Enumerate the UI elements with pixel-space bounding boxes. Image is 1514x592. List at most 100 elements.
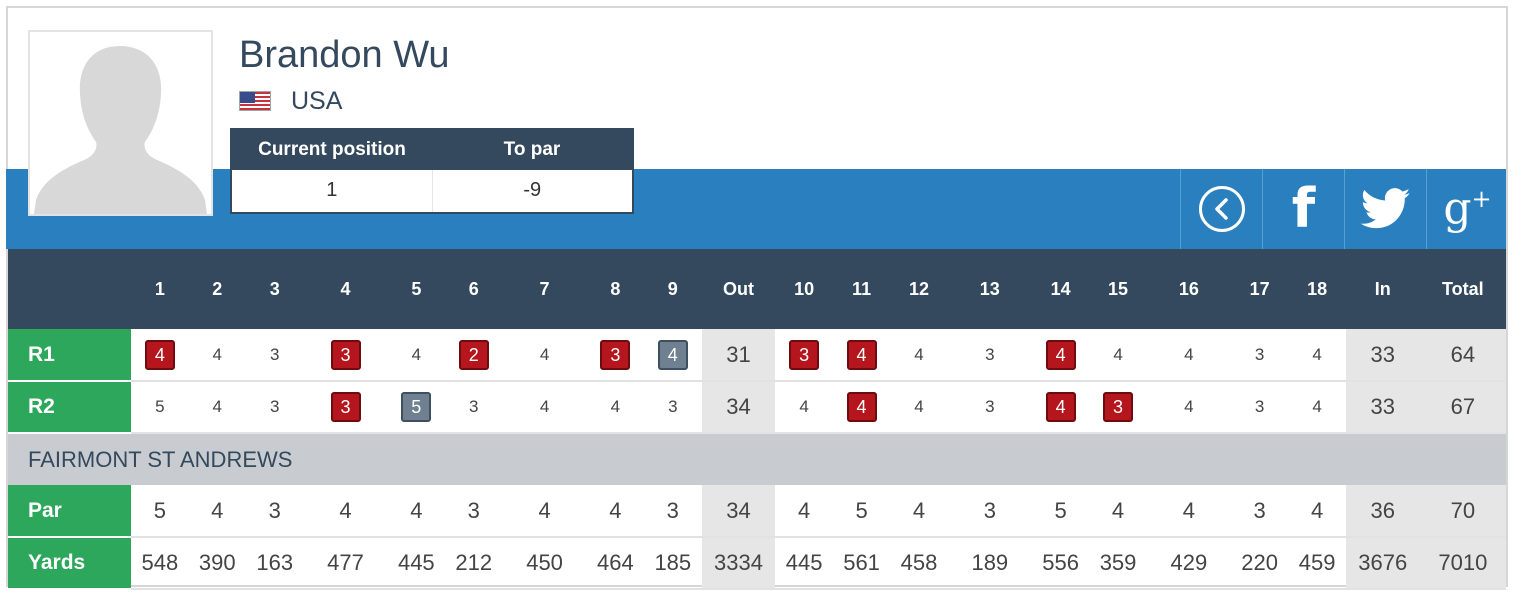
twitter-icon [1360,188,1410,229]
hole-score-cell: 4 [502,381,587,434]
person-silhouette-icon [30,32,211,214]
course-row: FAIRMONT ST ANDREWS [8,433,1506,485]
hole-score-cell: 4 [890,329,948,382]
hole-score-cell: 4 [1031,329,1090,382]
hole-header-cell: 13 [947,249,1032,329]
par-value-cell: 4 [188,485,247,538]
par-value-cell: 5 [1031,485,1090,538]
par-value-cell: 4 [387,485,446,538]
round-total-cell: 31 [701,329,776,382]
twitter-share-button[interactable] [1344,169,1426,249]
par-value-cell: 4 [1089,485,1147,538]
birdie-score-badge: 2 [458,339,489,370]
hole-header-cell: 12 [890,249,948,329]
avatar [28,30,213,216]
birdie-score-badge: 4 [144,339,175,370]
hole-header-cell: 7 [502,249,587,329]
yards-value-cell: 429 [1146,537,1231,590]
hole-header-cell: 1 [131,249,189,329]
yards-value-cell: 359 [1089,537,1147,590]
hole-header-cell: 18 [1288,249,1346,329]
to-par-value: -9 [431,170,633,212]
round-label: R2 [8,381,132,434]
hole-score-cell: 4 [890,381,948,434]
country-name: USA [291,86,343,115]
hole-score-cell: 3 [775,329,833,382]
hole-header-cell: 9 [644,249,702,329]
round-total-cell: 67 [1419,381,1506,434]
hole-header-cell: 15 [1089,249,1147,329]
hole-score-cell: 4 [1288,381,1346,434]
hole-header-cell: 6 [445,249,503,329]
hole-score-cell: 4 [188,329,247,382]
par-value-cell: 36 [1345,485,1420,538]
player-header: Brandon Wu USA Current position To par 1… [6,6,1508,249]
yards-value-cell: 445 [387,537,446,590]
hole-header-cell: 16 [1146,249,1231,329]
hole-score-cell: 4 [1089,329,1147,382]
hole-score-cell: 3 [1230,329,1289,382]
yards-value-cell: 477 [303,537,388,590]
yards-value-cell: 7010 [1419,537,1506,590]
yards-value-cell: 450 [502,537,587,590]
back-button[interactable] [1180,169,1262,249]
par-value-cell: 70 [1419,485,1506,538]
birdie-score-badge: 4 [1045,339,1076,370]
birdie-score-badge: 4 [1045,392,1076,422]
google-plus-share-button[interactable]: g+ [1426,169,1508,249]
hole-header-cell: In [1345,249,1420,329]
to-par-header: To par [503,139,561,160]
hole-header-cell: 4 [303,249,388,329]
chevron-left-icon [1214,198,1228,220]
facebook-share-button[interactable]: f [1262,169,1344,249]
par-row: Par 5 4 3 4 4 3 4 4 3 34 4 5 4 3 5 4 4 3 4 36 70 [8,485,1506,538]
player-country: USA [239,86,342,116]
birdie-score-badge: 3 [1103,392,1134,422]
par-value-cell: 3 [947,485,1032,538]
round-total-cell: 64 [1419,329,1506,382]
hole-score-cell: 4 [586,381,645,434]
yards-label: Yards [8,537,132,590]
par-value-cell: 5 [832,485,891,538]
par-value-cell: 3 [644,485,702,538]
hole-score-cell: 4 [502,329,587,382]
hole-header-cell: 2 [188,249,247,329]
social-bar: f g+ [1180,169,1508,249]
par-value-cell: 3 [445,485,503,538]
round-total-cell: 34 [701,381,776,434]
yards-value-cell: 220 [1230,537,1289,590]
yards-value-cell: 459 [1288,537,1346,590]
birdie-score-badge: 3 [789,339,820,370]
yards-value-cell: 464 [586,537,645,590]
birdie-score-badge: 3 [600,339,631,370]
hole-header-cell: 10 [775,249,833,329]
header-blank-cell [8,249,132,329]
hole-score-cell: 5 [387,381,446,434]
hole-score-cell: 4 [1031,381,1090,434]
yards-value-cell: 3676 [1345,537,1420,590]
yards-value-cell: 185 [644,537,702,590]
hole-score-cell: 3 [246,329,304,382]
yards-value-cell: 458 [890,537,948,590]
par-label: Par [8,485,132,538]
birdie-score-badge: 4 [846,392,877,422]
hole-score-cell: 4 [1146,381,1231,434]
hole-score-cell: 4 [644,329,702,382]
birdie-score-badge: 3 [330,392,361,422]
hole-score-cell: 3 [303,329,388,382]
hole-header-cell: 11 [832,249,891,329]
usa-flag-icon [239,91,271,111]
par-value-cell: 5 [131,485,189,538]
round-row: R1 4 4 3 3 4 2 4 3 4 31 3 4 4 3 4 4 4 3 4 33 64 [8,329,1506,382]
yards-value-cell: 163 [246,537,304,590]
hole-header-cell: 17 [1230,249,1289,329]
hole-score-cell: 3 [947,381,1032,434]
hole-header-cell: 8 [586,249,645,329]
hole-score-cell: 3 [644,381,702,434]
par-value-cell: 34 [701,485,776,538]
hole-score-cell: 3 [1230,381,1289,434]
current-position-value: 1 [326,179,338,201]
hole-score-cell: 3 [445,381,503,434]
hole-score-cell: 4 [775,381,833,434]
yards-value-cell: 445 [775,537,833,590]
